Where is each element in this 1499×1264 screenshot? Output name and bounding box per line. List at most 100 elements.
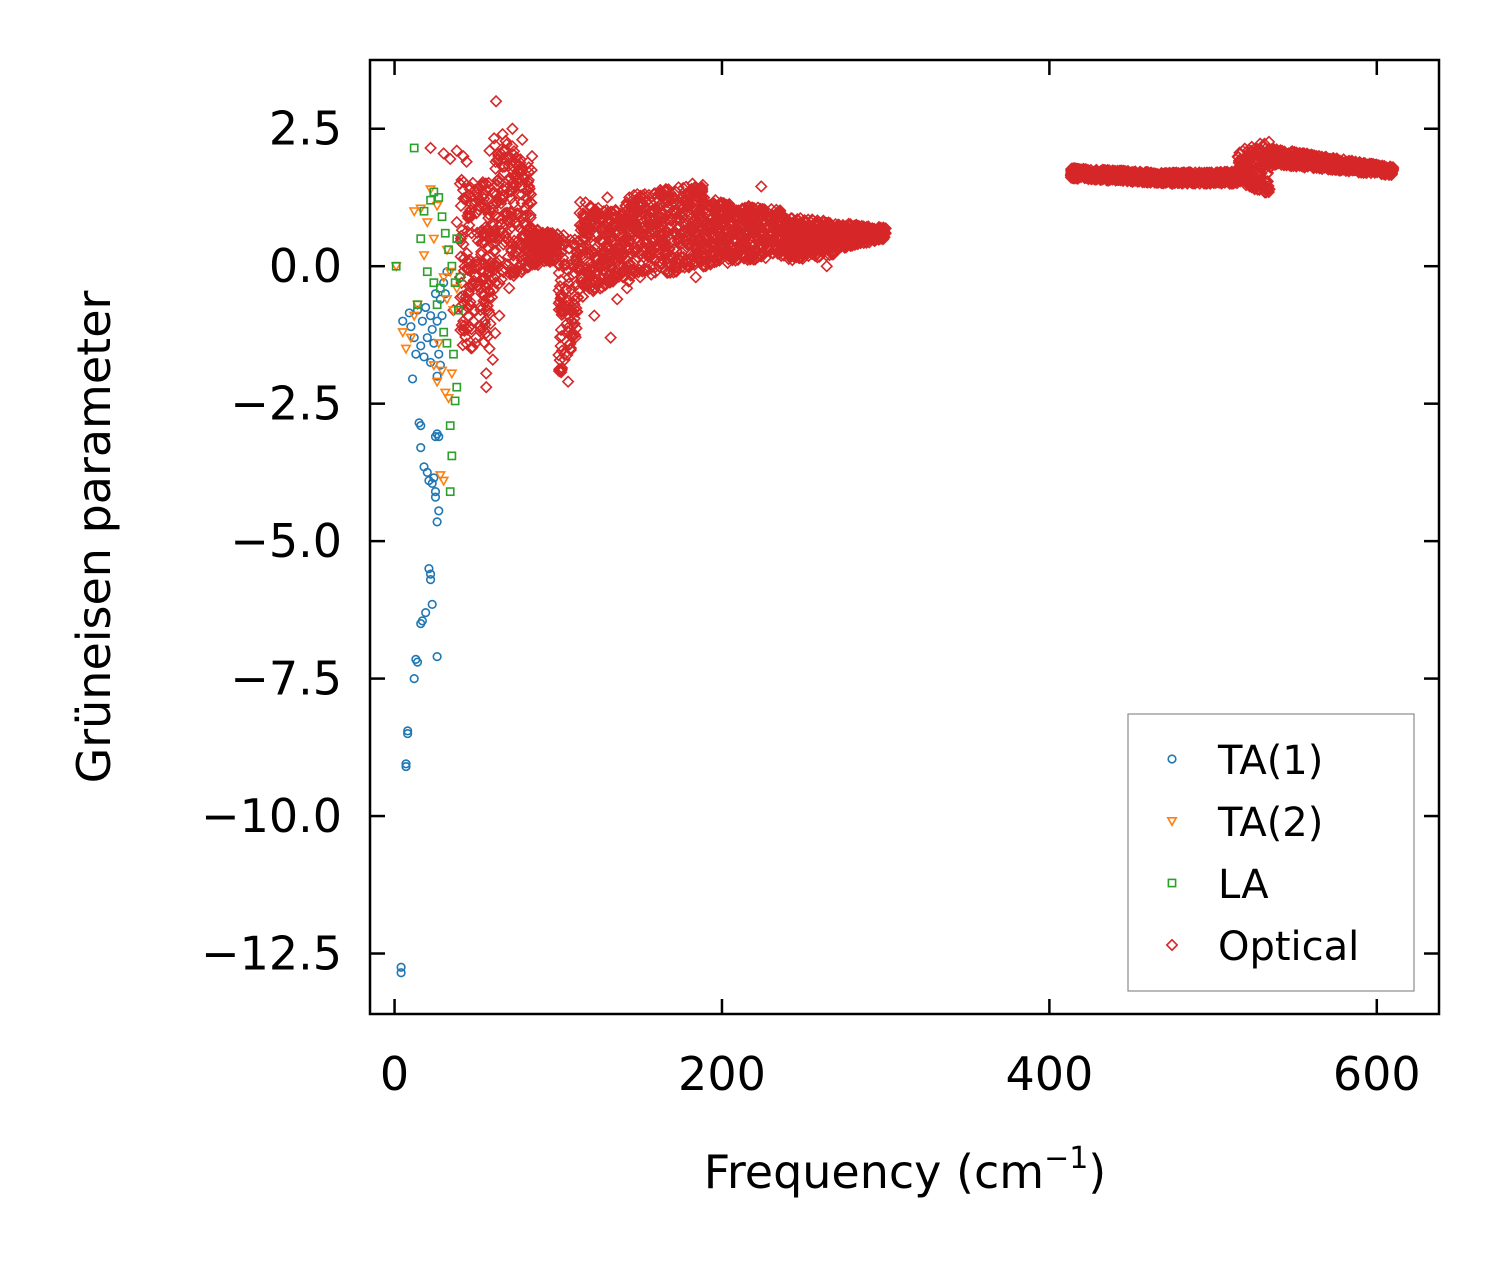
optical-band-point: [687, 218, 701, 232]
x-axis-label: Frequency (cm−1): [704, 1141, 1107, 1199]
optical-band-point: [746, 207, 760, 220]
y-tick-label: −2.5: [230, 377, 342, 431]
data-point: [574, 270, 588, 284]
data-point: [620, 281, 634, 295]
optical-band-point: [575, 243, 588, 257]
optical-band-point: [833, 238, 847, 252]
optical-band-point: [729, 212, 743, 225]
optical-band-point: [505, 244, 518, 258]
optical-band-point: [474, 319, 487, 333]
optical-band-point: [479, 326, 493, 340]
optical-band-point: [1192, 168, 1206, 182]
optical-band-point: [704, 213, 717, 227]
optical-band-point: [457, 175, 471, 189]
optical-band-point: [684, 221, 698, 235]
optical-band-point: [457, 314, 470, 328]
data-point: [460, 292, 473, 306]
optical-band-point: [784, 243, 798, 257]
optical-band-point: [557, 257, 571, 271]
optical-band-point: [1289, 149, 1302, 163]
series-optical: [424, 94, 889, 394]
optical-band-point: [737, 214, 751, 228]
data-point: [425, 569, 436, 579]
data-point: [633, 270, 647, 284]
data-point: [601, 191, 614, 204]
legend-label-ta2: TA(2): [1217, 800, 1323, 846]
optical-band-point: [581, 256, 595, 269]
data-point: [434, 471, 446, 481]
legend-marker-ta-2-: [1166, 816, 1178, 827]
data-point: [430, 487, 441, 497]
data-point: [431, 201, 443, 212]
data-point: [496, 127, 509, 141]
data-point: [418, 251, 430, 262]
optical-band-point: [643, 239, 657, 253]
optical-band-point: [656, 208, 669, 222]
optical-band-point: [585, 269, 599, 283]
data-point: [876, 224, 889, 237]
optical-band-point: [648, 240, 662, 253]
optical-band-point: [497, 143, 511, 157]
y-tick-label: 2.5: [269, 102, 342, 156]
optical-band-point: [1166, 173, 1180, 186]
optical-band-point: [622, 242, 636, 255]
optical-band-point: [461, 261, 475, 275]
data-point: [444, 245, 453, 255]
optical-band-7: [781, 211, 843, 267]
data-point: [396, 962, 406, 972]
data-point: [409, 673, 419, 684]
data-point: [429, 278, 439, 288]
optical-band-point: [505, 243, 518, 256]
x-axis-label-superscript: −1: [1044, 1141, 1088, 1176]
data-point: [450, 396, 460, 406]
optical-band-point: [509, 207, 523, 221]
optical-band-point: [1082, 168, 1096, 181]
data-point: [486, 353, 500, 367]
optical-band-point: [487, 132, 501, 145]
optical-band-point: [713, 213, 727, 226]
optical-band-point: [572, 283, 586, 297]
optical-band-point: [831, 243, 845, 256]
data-point: [437, 212, 447, 222]
optical-band-point: [588, 203, 602, 216]
optical-band-point: [554, 339, 568, 353]
optical-band-point: [798, 213, 811, 227]
data-point: [443, 152, 457, 166]
optical-band-point: [817, 214, 830, 228]
optical-band-point: [772, 244, 786, 258]
optical-band-point: [832, 220, 846, 234]
optical-band-1: [486, 132, 538, 290]
data-point: [709, 193, 722, 207]
optical-band-point: [461, 263, 475, 277]
optical-band-point: [756, 202, 770, 216]
optical-band-point: [504, 265, 518, 278]
optical-band-point: [1260, 182, 1274, 196]
optical-band-point: [772, 219, 786, 233]
data-point: [610, 292, 624, 306]
optical-band-point: [489, 188, 503, 202]
optical-band-point: [759, 251, 773, 265]
optical-band-point: [1170, 167, 1183, 181]
optical-band-point: [792, 223, 806, 237]
optical-band-point: [792, 247, 805, 261]
optical-band-point: [584, 244, 597, 258]
optical-band-point: [1079, 162, 1093, 176]
optical-band-point: [1363, 162, 1377, 176]
optical-band-point: [714, 217, 728, 230]
y-axis-label: Grüneisen parameter: [67, 290, 121, 783]
optical-band-point: [705, 239, 718, 252]
optical-band-point: [1277, 158, 1291, 172]
optical-band-point: [554, 364, 568, 377]
data-point: [439, 327, 449, 337]
optical-band-point: [657, 212, 671, 225]
optical-band-point: [484, 317, 497, 331]
data-point: [800, 226, 814, 240]
data-point: [764, 210, 778, 224]
optical-band-point: [745, 201, 759, 214]
optical-band-point: [712, 243, 726, 257]
optical-band-point: [454, 199, 468, 213]
optical-band-point: [512, 188, 526, 201]
optical-band-point: [1243, 146, 1257, 160]
data-point: [604, 331, 617, 345]
